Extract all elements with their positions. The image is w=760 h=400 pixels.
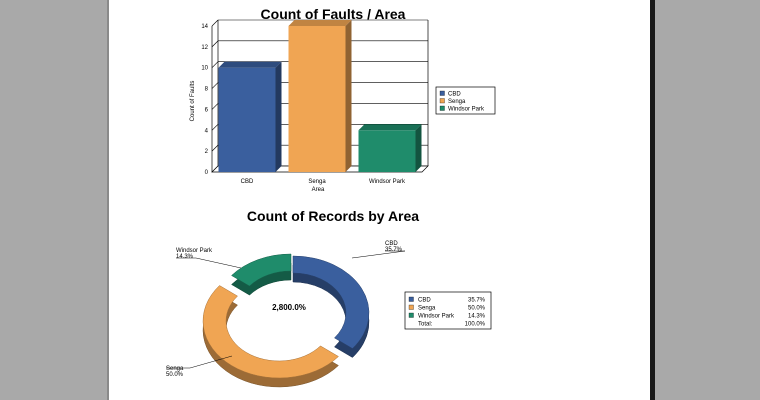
bar-top [218,61,282,68]
donut-slice-windsor-park [231,253,292,296]
report-page [109,0,650,400]
legend-swatch [439,98,445,104]
bar-senga [288,26,346,172]
grid-line-depth [211,40,219,48]
callout-leader [351,250,406,259]
grid-line-depth [211,82,219,89]
callout-leader [176,257,242,269]
bar-chart-bars [218,20,422,172]
callout-percent: 14.3% [176,254,194,260]
y-tick-label: 2 [205,149,209,155]
bar-top [288,20,352,26]
donut-center-label: 2,800.0% [272,303,306,312]
legend-value: 14.3% [468,314,486,320]
donut-legend-frame [404,291,492,330]
donut-chart: Count of Records by Area 2,800.0% CBD35.… [166,208,492,388]
legend-label: Windsor Park [448,107,485,113]
donut-legend: CBD 35.7% Senga 50.0% Windsor Park 14.3% Total… [404,291,492,330]
x-tick-label: CBD [241,179,254,185]
legend-label: CBD [418,298,431,304]
grid-line-depth [211,124,219,131]
callout-name: CBD [385,241,398,247]
y-tick-label: 6 [205,107,209,113]
y-tick-label: 4 [205,128,209,134]
grid-line-depth [211,144,219,152]
legend-value: 100.0% [465,322,486,328]
legend-label: Total: [418,322,433,328]
bar-chart-x-axis-label: Area [312,187,325,193]
legend-swatch [439,105,445,111]
donut-slice-senga [202,285,339,388]
bar-legend-frame [435,86,496,115]
bar-chart-y-ticks: 0 2 4 6 8 10 12 14 [201,24,208,176]
y-tick-label: 12 [201,45,208,51]
legend-label: Windsor Park [418,314,455,320]
legend-swatch [408,296,414,302]
x-tick-label: Windsor Park [369,179,406,185]
donut-slice-top [231,253,292,287]
x-tick-label: Senga [308,179,326,185]
y-tick-label: 8 [205,87,209,93]
donut-slice-top [292,255,370,349]
y-tick-label: 14 [201,24,208,30]
callout-percent: 50.0% [166,372,184,378]
bar-windsor-park [358,130,416,172]
y-tick-label: 10 [201,66,208,72]
bar-chart-title: Count of Faults / Area [261,6,406,22]
bar-side [345,20,352,172]
callout-percent: 35.7% [385,247,403,253]
bar-chart-x-ticks: CBD Senga Windsor Park [241,179,406,185]
bar-side [415,124,422,172]
donut-slice-cbd [292,255,370,358]
callout-name: Senga [166,366,184,372]
viewer-left-edge [107,0,109,400]
donut-slice-top [202,285,339,379]
callout-name: Windsor Park [176,248,213,254]
legend-swatch [408,304,414,310]
legend-label: Senga [448,99,466,105]
grid-line-depth [211,61,219,68]
grid-line-depth [211,19,219,27]
legend-swatch [439,90,445,96]
bar-top [358,124,422,131]
callout-leader [166,355,233,369]
bar-side [275,61,282,172]
bar-cbd [218,67,276,172]
y-tick-label: 0 [205,170,209,176]
legend-value: 50.0% [468,306,486,312]
donut-slices [202,253,370,388]
legend-label: CBD [448,92,461,98]
bar-chart-y-axis-label: Count of Faults [190,81,196,122]
donut-chart-title: Count of Records by Area [247,208,419,224]
viewer-right-edge [650,0,655,400]
legend-swatch [408,312,414,318]
legend-value: 35.7% [468,298,486,304]
grid-line-depth [211,103,219,110]
legend-label: Senga [418,306,436,312]
